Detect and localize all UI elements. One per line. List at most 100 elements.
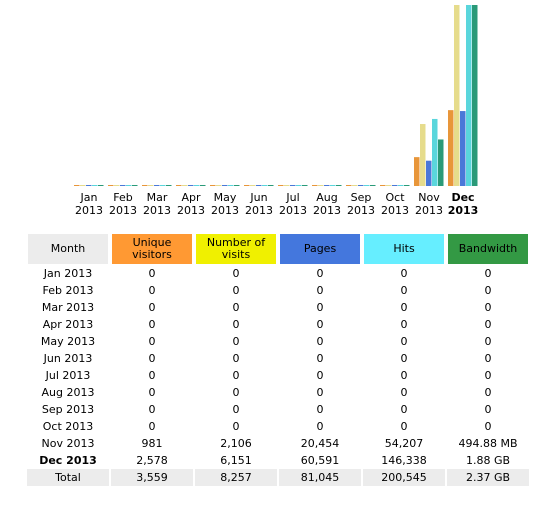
chart: Jan2013Feb2013Mar2013Apr2013May2013Jun20… — [74, 5, 478, 217]
bar — [472, 5, 478, 186]
bar — [80, 185, 86, 186]
cell: 0 — [316, 386, 324, 399]
cell: 60,591 — [300, 454, 340, 467]
bar — [302, 185, 308, 186]
bar — [386, 185, 392, 186]
cell: 0 — [400, 284, 408, 297]
cell: 0 — [316, 301, 324, 314]
bar — [216, 185, 222, 186]
cell: Oct 2013 — [42, 420, 94, 433]
x-tick-label: Mar — [147, 191, 168, 204]
cell: 0 — [484, 335, 492, 348]
table-row: Nov 2013 981 2,106 20,454 54,207 494.88 MB — [27, 435, 529, 452]
bar — [182, 185, 188, 186]
cell: 0 — [232, 352, 240, 365]
cell: 981 — [141, 437, 163, 450]
bar — [296, 185, 302, 186]
cell: Mar 2013 — [41, 301, 95, 314]
cell: 0 — [316, 284, 324, 297]
cell: 0 — [148, 267, 156, 280]
table-row: Oct 2013 0 0 0 0 0 — [27, 418, 529, 435]
cell: 0 — [484, 352, 492, 365]
bar — [114, 185, 120, 186]
bar — [142, 185, 148, 186]
bar — [336, 185, 342, 186]
x-tick-label: Jul — [285, 191, 299, 204]
bar — [392, 185, 398, 186]
cell: 0 — [232, 386, 240, 399]
bar — [454, 5, 460, 186]
x-tick-label: 2013 — [313, 204, 341, 217]
table-row: Total 3,559 8,257 81,045 200,545 2.37 GB — [27, 469, 529, 486]
bar — [160, 185, 166, 186]
x-tick-label: Feb — [113, 191, 132, 204]
bar — [210, 185, 216, 186]
bar — [380, 185, 386, 186]
bar — [108, 185, 114, 186]
cell: 1.88 GB — [465, 454, 511, 467]
bar — [448, 110, 454, 186]
bar — [346, 185, 352, 186]
cell: 2.37 GB — [447, 469, 529, 486]
bar — [426, 160, 432, 186]
bar — [228, 185, 234, 186]
cell: 0 — [484, 267, 492, 280]
cell: 0 — [316, 352, 324, 365]
cell: 0 — [232, 420, 240, 433]
x-tick-label: 2013 — [279, 204, 307, 217]
bar — [290, 185, 296, 186]
cell: 0 — [316, 420, 324, 433]
x-tick-label: Dec — [451, 191, 474, 204]
cell: 0 — [232, 318, 240, 331]
cell: 0 — [232, 267, 240, 280]
bar — [98, 185, 104, 186]
cell: 0 — [484, 284, 492, 297]
table-row: Mar 2013 0 0 0 0 0 — [27, 299, 529, 316]
cell: 0 — [400, 403, 408, 416]
cell: 8,257 — [195, 469, 277, 486]
cell: 0 — [484, 403, 492, 416]
cell: 0 — [148, 284, 156, 297]
cell: Jan 2013 — [43, 267, 93, 280]
cell: 0 — [148, 301, 156, 314]
x-tick-label: 2013 — [347, 204, 375, 217]
bar — [120, 185, 126, 186]
table-row: Sep 2013 0 0 0 0 0 — [27, 401, 529, 418]
bar — [404, 185, 410, 186]
table-row: Jun 2013 0 0 0 0 0 — [27, 350, 529, 367]
cell: 0 — [400, 352, 408, 365]
cell: Nov 2013 — [41, 437, 95, 450]
cell: 0 — [148, 352, 156, 365]
x-tick-label: May — [214, 191, 237, 204]
bar — [222, 185, 228, 186]
cell: 0 — [484, 301, 492, 314]
bar — [132, 185, 138, 186]
bar — [312, 185, 318, 186]
header: Number of visits — [195, 233, 277, 265]
bar — [250, 185, 256, 186]
bar — [244, 185, 250, 186]
table-row: Aug 2013 0 0 0 0 0 — [27, 384, 529, 401]
x-tick-label: Apr — [181, 191, 201, 204]
table-row: Feb 2013 0 0 0 0 0 — [27, 282, 529, 299]
bar — [194, 185, 200, 186]
cell: 494.88 MB — [458, 437, 518, 450]
bar — [284, 185, 290, 186]
cell: Total — [27, 469, 109, 486]
cell: May 2013 — [40, 335, 96, 348]
bar — [358, 185, 364, 186]
cell: 0 — [484, 386, 492, 399]
bar — [330, 185, 336, 186]
cell: 0 — [400, 318, 408, 331]
cell: 0 — [232, 284, 240, 297]
bar — [126, 185, 132, 186]
cell: 81,045 — [279, 469, 361, 486]
cell: 0 — [316, 369, 324, 382]
table-row: Jul 2013 0 0 0 0 0 — [27, 367, 529, 384]
cell: 0 — [484, 369, 492, 382]
cell: 0 — [148, 420, 156, 433]
cell: Jul 2013 — [45, 369, 91, 382]
table-row: May 2013 0 0 0 0 0 — [27, 333, 529, 350]
cell: 0 — [400, 335, 408, 348]
